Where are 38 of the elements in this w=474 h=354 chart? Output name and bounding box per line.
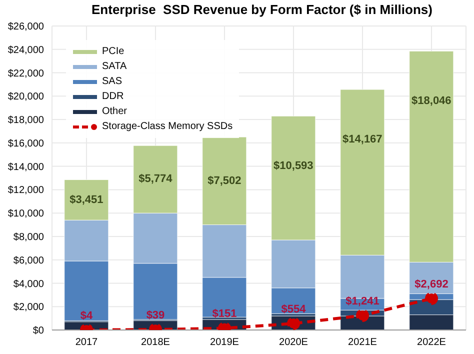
legend-label: Storage-Class Memory SSDs — [102, 121, 233, 132]
data-label: $4 — [80, 310, 94, 322]
data-label: $1,241 — [346, 295, 380, 308]
data-label: $39 — [146, 310, 165, 322]
legend-label: PCIe — [102, 46, 124, 57]
data-label: $2,692 — [414, 278, 448, 291]
data-label: $5,774 — [138, 173, 174, 186]
legend-label: Other — [102, 106, 128, 117]
x-tick-label: 2020E — [279, 337, 308, 348]
x-tick-label: 2018E — [141, 337, 170, 348]
x-tick-label: 2021E — [348, 337, 378, 348]
y-tick-label: $14,000 — [8, 162, 44, 173]
y-tick-label: $12,000 — [8, 185, 44, 196]
legend-label: DDR — [102, 91, 124, 102]
x-tick-label: 2022E — [417, 337, 446, 348]
y-tick-label: $18,000 — [8, 115, 44, 126]
data-label: $3,451 — [70, 194, 104, 206]
y-tick-label: $26,000 — [8, 22, 44, 33]
y-tick-label: $4,000 — [13, 278, 44, 290]
y-tick-label: $10,000 — [8, 208, 44, 220]
x-tick-label: 2019E — [210, 337, 240, 348]
y-tick-label: $20,000 — [8, 92, 44, 103]
y-tick-label: $8,000 — [13, 232, 44, 244]
y-tick-label: $0 — [32, 326, 44, 337]
y-tick-label: $2,000 — [13, 302, 44, 314]
y-tick-label: $16,000 — [8, 138, 44, 150]
data-label: $10,593 — [274, 160, 314, 172]
data-label: $7,502 — [208, 174, 242, 187]
y-tick-label: $6,000 — [13, 255, 44, 266]
legend-label: SAS — [102, 76, 122, 87]
legend-label: SATA — [102, 61, 127, 72]
x-tick-label: 2017 — [75, 337, 98, 348]
data-label: $14,167 — [342, 133, 382, 146]
data-label: $18,046 — [412, 95, 452, 108]
chart-title: Enterprise SSD Revenue by Form Factor ($ in Millions) — [90, 2, 434, 19]
y-tick-label: $24,000 — [8, 44, 44, 56]
y-tick-label: $22,000 — [8, 68, 44, 80]
data-label: $554 — [281, 304, 307, 316]
